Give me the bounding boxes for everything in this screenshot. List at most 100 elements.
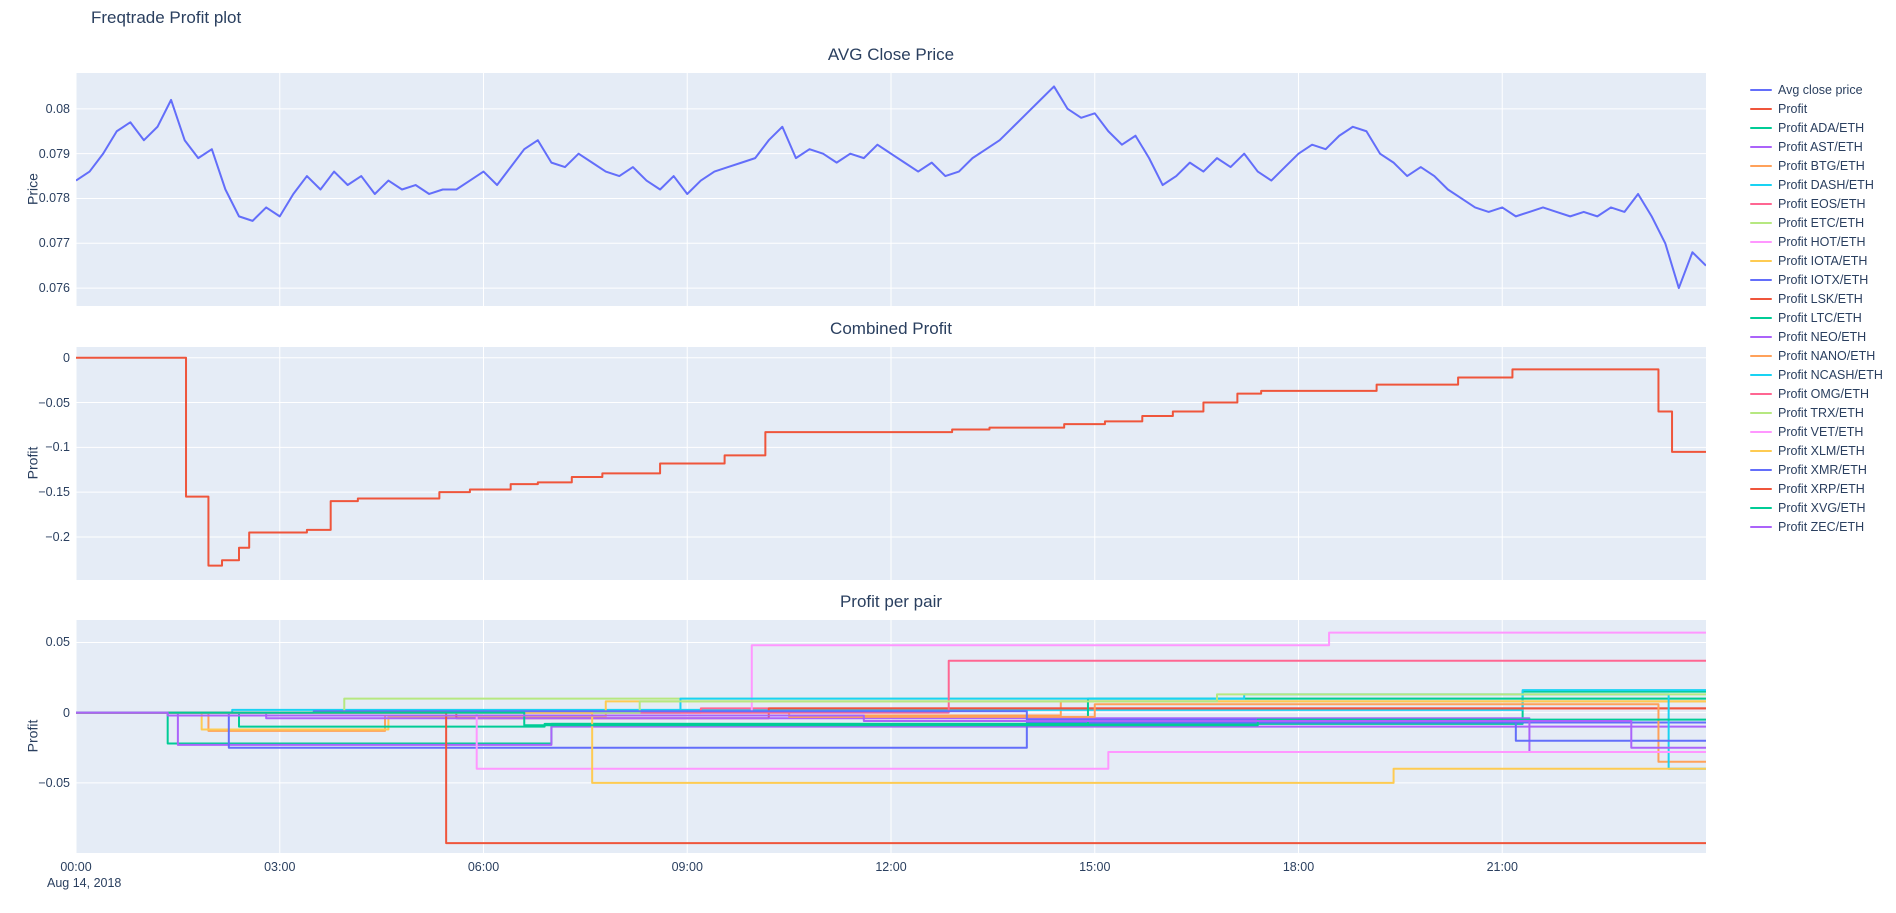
legend-line-icon: [1750, 449, 1772, 452]
legend-item-profit-xvg-eth[interactable]: Profit XVG/ETH: [1750, 498, 1896, 517]
legend-item-profit-iotx-eth[interactable]: Profit IOTX/ETH: [1750, 270, 1896, 289]
legend-line-icon: [1750, 88, 1772, 91]
y-tick-label: 0.078: [38, 191, 70, 206]
x-tick-label: 15:00: [1079, 860, 1111, 874]
legend-line-icon: [1750, 278, 1772, 281]
x-tick-label: 18:00: [1282, 860, 1315, 874]
y-tick-label: 0.05: [45, 635, 70, 650]
legend-line-icon: [1750, 335, 1772, 338]
legend-item-profit-lsk-eth[interactable]: Profit LSK/ETH: [1750, 289, 1896, 308]
legend-item-profit-vet-eth[interactable]: Profit VET/ETH: [1750, 422, 1896, 441]
legend-item-profit-nano-eth[interactable]: Profit NANO/ETH: [1750, 346, 1896, 365]
x-tick-label: 12:00: [875, 860, 907, 874]
y-axis-label-price: Price: [24, 173, 41, 205]
subplot-title-profit-per-pair: Profit per pair: [839, 592, 943, 611]
legend-line-icon: [1750, 373, 1772, 376]
y-tick-label: −0.15: [38, 485, 70, 500]
legend-item-label: Profit XMR/ETH: [1778, 462, 1867, 477]
y-tick-label: −0.05: [38, 395, 70, 410]
legend-line-icon: [1750, 506, 1772, 509]
legend-item-label: Profit NEO/ETH: [1778, 329, 1867, 344]
legend-line-icon: [1750, 487, 1772, 490]
legend-item-profit-xrp-eth[interactable]: Profit XRP/ETH: [1750, 479, 1896, 498]
legend-line-icon: [1750, 202, 1772, 205]
legend-line-icon: [1750, 164, 1772, 167]
subplot-title-avg-close-price: AVG Close Price: [827, 45, 955, 64]
legend-item-profit-hot-eth[interactable]: Profit HOT/ETH: [1750, 232, 1896, 251]
legend-item-profit-neo-eth[interactable]: Profit NEO/ETH: [1750, 327, 1896, 346]
legend-item-label: Profit XVG/ETH: [1778, 500, 1866, 515]
avg-close-price-plot-area[interactable]: 0.076 0.077 0.078 0.079 0.08: [39, 73, 1706, 306]
y-tick-label: −0.05: [38, 775, 70, 790]
combined-profit-canvas[interactable]: [76, 347, 1706, 580]
legend-item-label: Profit DASH/ETH: [1778, 177, 1874, 192]
legend-item-label: Profit HOT/ETH: [1778, 234, 1866, 249]
legend-item-label: Profit VET/ETH: [1778, 424, 1864, 439]
legend-item-profit-ltc-eth[interactable]: Profit LTC/ETH: [1750, 308, 1896, 327]
y-tick-label: −0.1: [45, 440, 70, 455]
legend-line-icon: [1750, 468, 1772, 471]
legend-item-label: Profit ADA/ETH: [1778, 120, 1865, 135]
legend-item-profit-btg-eth[interactable]: Profit BTG/ETH: [1750, 156, 1896, 175]
legend-item-label: Profit XLM/ETH: [1778, 443, 1865, 458]
legend-line-icon: [1750, 411, 1772, 414]
y-tick-label: 0: [63, 350, 70, 365]
legend-line-icon: [1750, 221, 1772, 224]
legend-item-profit-xlm-eth[interactable]: Profit XLM/ETH: [1750, 441, 1896, 460]
y-tick-label: 0.077: [38, 236, 70, 251]
legend-item-label: Profit IOTX/ETH: [1778, 272, 1869, 287]
legend-item-label: Profit ZEC/ETH: [1778, 519, 1865, 534]
profit-per-pair-canvas[interactable]: [76, 620, 1706, 853]
legend-item-profit-zec-eth[interactable]: Profit ZEC/ETH: [1750, 517, 1896, 536]
series-profit-zec-eth: [76, 711, 1706, 749]
legend-item-profit[interactable]: Profit: [1750, 99, 1896, 118]
legend-item-label: Profit LTC/ETH: [1778, 310, 1862, 325]
legend-item-profit-omg-eth[interactable]: Profit OMG/ETH: [1750, 384, 1896, 403]
x-tick-label: 03:00: [264, 860, 296, 874]
legend-line-icon: [1750, 525, 1772, 528]
series-avg-close-price: [76, 85, 1706, 290]
x-tick-label: 09:00: [671, 860, 703, 874]
legend-line-icon: [1750, 354, 1772, 357]
x-axis-date-label: Aug 14, 2018: [47, 876, 122, 890]
legend: Avg close price Profit Profit ADA/ETH Profi…: [1750, 80, 1896, 536]
combined-profit-plot-area[interactable]: 0 −0.05 −0.1 −0.15 −0.2: [38, 347, 1706, 580]
legend-item-profit-iota-eth[interactable]: Profit IOTA/ETH: [1750, 251, 1896, 270]
page-title: Freqtrade Profit plot: [91, 8, 242, 27]
y-tick-label: 0: [63, 705, 70, 720]
legend-line-icon: [1750, 126, 1772, 129]
legend-item-profit-eos-eth[interactable]: Profit EOS/ETH: [1750, 194, 1896, 213]
legend-line-icon: [1750, 297, 1772, 300]
x-tick-label: 21:00: [1486, 860, 1518, 874]
legend-line-icon: [1750, 107, 1772, 110]
legend-item-profit-dash-eth[interactable]: Profit DASH/ETH: [1750, 175, 1896, 194]
legend-line-icon: [1750, 145, 1772, 148]
legend-item-label: Profit OMG/ETH: [1778, 386, 1869, 401]
subplot-title-combined-profit: Combined Profit: [830, 319, 952, 338]
legend-line-icon: [1750, 183, 1772, 186]
legend-item-label: Profit EOS/ETH: [1778, 196, 1866, 211]
legend-item-profit-ast-eth[interactable]: Profit AST/ETH: [1750, 137, 1896, 156]
legend-item-profit-xmr-eth[interactable]: Profit XMR/ETH: [1750, 460, 1896, 479]
legend-item-profit-trx-eth[interactable]: Profit TRX/ETH: [1750, 403, 1896, 422]
y-axis-label-profit-pairs: Profit: [24, 719, 41, 753]
profit-per-pair-plot-area[interactable]: 0.05 0 −0.05 00:00 03:00 06:00 09:00 12:00 15:00…: [38, 620, 1706, 874]
legend-item-label: Profit XRP/ETH: [1778, 481, 1865, 496]
x-tick-label: 06:00: [467, 860, 500, 874]
legend-item-avg-close-price[interactable]: Avg close price: [1750, 80, 1896, 99]
y-tick-label: −0.2: [45, 529, 70, 544]
avg-close-price-canvas[interactable]: [76, 73, 1706, 306]
legend-item-label: Profit NCASH/ETH: [1778, 367, 1883, 382]
legend-item-label: Avg close price: [1778, 82, 1863, 97]
y-tick-label: 0.08: [45, 101, 70, 116]
legend-item-label: Profit AST/ETH: [1778, 139, 1863, 154]
x-tick-label: 00:00: [60, 860, 92, 874]
legend-item-profit-ada-eth[interactable]: Profit ADA/ETH: [1750, 118, 1896, 137]
legend-item-profit-ncash-eth[interactable]: Profit NCASH/ETH: [1750, 365, 1896, 384]
legend-line-icon: [1750, 316, 1772, 319]
series-profit-xvg-eth: [76, 711, 1706, 727]
legend-item-label: Profit TRX/ETH: [1778, 405, 1864, 420]
legend-item-profit-etc-eth[interactable]: Profit ETC/ETH: [1750, 213, 1896, 232]
legend-line-icon: [1750, 259, 1772, 262]
